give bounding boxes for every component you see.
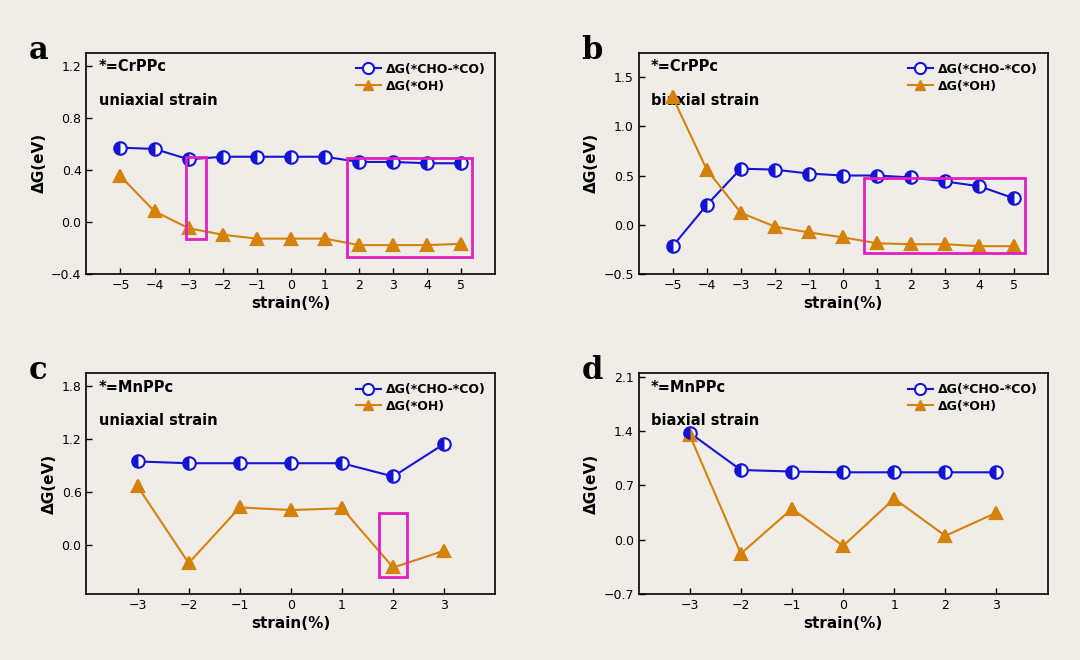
Text: uniaxial strain: uniaxial strain	[98, 413, 217, 428]
Bar	[379, 513, 407, 578]
Bar	[347, 158, 472, 257]
Text: *=MnPPc: *=MnPPc	[651, 379, 726, 395]
Text: *=MnPPc: *=MnPPc	[98, 379, 174, 395]
Y-axis label: ΔG(eV): ΔG(eV)	[584, 453, 599, 513]
Y-axis label: ΔG(eV): ΔG(eV)	[42, 453, 57, 513]
Text: b: b	[581, 35, 603, 66]
Legend: ΔG(*CHO-*CO), ΔG(*OH): ΔG(*CHO-*CO), ΔG(*OH)	[904, 59, 1041, 96]
Legend: ΔG(*CHO-*CO), ΔG(*OH): ΔG(*CHO-*CO), ΔG(*OH)	[904, 379, 1041, 416]
Text: biaxial strain: biaxial strain	[651, 92, 759, 108]
Bar	[186, 157, 205, 239]
X-axis label: strain(%): strain(%)	[252, 616, 330, 631]
Legend: ΔG(*CHO-*CO), ΔG(*OH): ΔG(*CHO-*CO), ΔG(*OH)	[352, 59, 489, 96]
X-axis label: strain(%): strain(%)	[804, 296, 882, 311]
Text: c: c	[29, 356, 48, 387]
X-axis label: strain(%): strain(%)	[804, 616, 882, 631]
Text: biaxial strain: biaxial strain	[651, 413, 759, 428]
Text: a: a	[29, 35, 49, 66]
Text: *=CrPPc: *=CrPPc	[98, 59, 166, 75]
Text: *=CrPPc: *=CrPPc	[651, 59, 719, 75]
X-axis label: strain(%): strain(%)	[252, 296, 330, 311]
Legend: ΔG(*CHO-*CO), ΔG(*OH): ΔG(*CHO-*CO), ΔG(*OH)	[352, 379, 489, 416]
Bar	[864, 178, 1025, 253]
Y-axis label: ΔG(eV): ΔG(eV)	[584, 133, 599, 193]
Y-axis label: ΔG(eV): ΔG(eV)	[32, 133, 48, 193]
Text: d: d	[581, 356, 603, 387]
Text: uniaxial strain: uniaxial strain	[98, 92, 217, 108]
